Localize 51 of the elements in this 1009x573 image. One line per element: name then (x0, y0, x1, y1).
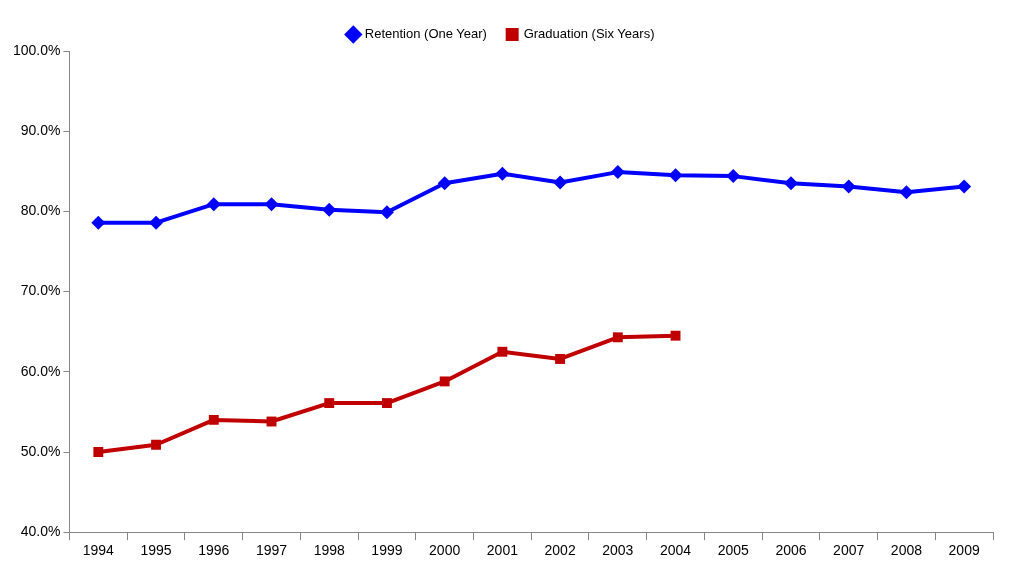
x-tick-label: 1995 (140, 542, 172, 559)
x-tick-label: 2007 (833, 542, 865, 559)
x-tick-label: 2003 (602, 542, 634, 559)
x-tick-label: 2006 (775, 542, 807, 559)
y-tick-label: 50.0% (20, 442, 61, 459)
point (495, 166, 510, 181)
point (381, 398, 392, 409)
y-tick-label: 100.0% (13, 41, 61, 58)
x-tick-label: 1996 (198, 542, 230, 559)
x-tick-label: 2005 (717, 542, 750, 559)
x-tick-label: 2009 (948, 542, 980, 559)
point (208, 414, 219, 425)
y-tick-label: 90.0% (20, 122, 61, 139)
y-tick-label: 40.0% (20, 523, 61, 540)
point (555, 354, 566, 364)
point (497, 346, 508, 357)
point (841, 179, 856, 194)
point (439, 376, 450, 387)
point (957, 179, 972, 194)
point (322, 202, 337, 217)
point (151, 439, 162, 450)
x-tick-label: 1999 (371, 542, 403, 559)
point (93, 447, 104, 457)
x-tick-label: 1998 (313, 542, 345, 559)
point (668, 168, 683, 183)
point (324, 398, 335, 409)
legend-label: Retention (One Year) (364, 26, 487, 42)
y-tick-label: 60.0% (20, 362, 61, 379)
point (783, 176, 798, 191)
point (264, 197, 279, 212)
point (610, 165, 625, 180)
x-tick-label: 2008 (890, 542, 923, 559)
legend-label: Graduation (Six Years) (523, 26, 655, 42)
point (899, 185, 914, 200)
x-tick-label: 2000 (429, 542, 461, 559)
x-tick-label: 2002 (544, 542, 576, 559)
point (553, 175, 568, 190)
point (437, 176, 452, 191)
point (149, 215, 164, 230)
point (670, 330, 681, 341)
point (612, 332, 623, 343)
x-tick-label: 1997 (255, 542, 288, 559)
point (91, 215, 106, 230)
point (726, 169, 741, 184)
x-tick-label: 1994 (82, 542, 115, 559)
point (379, 205, 394, 220)
x-tick-label: 2004 (659, 542, 692, 559)
y-tick-label: 70.0% (20, 282, 61, 299)
point (206, 197, 221, 212)
y-tick-label: 80.0% (20, 202, 61, 219)
x-tick-label: 2001 (486, 542, 519, 559)
